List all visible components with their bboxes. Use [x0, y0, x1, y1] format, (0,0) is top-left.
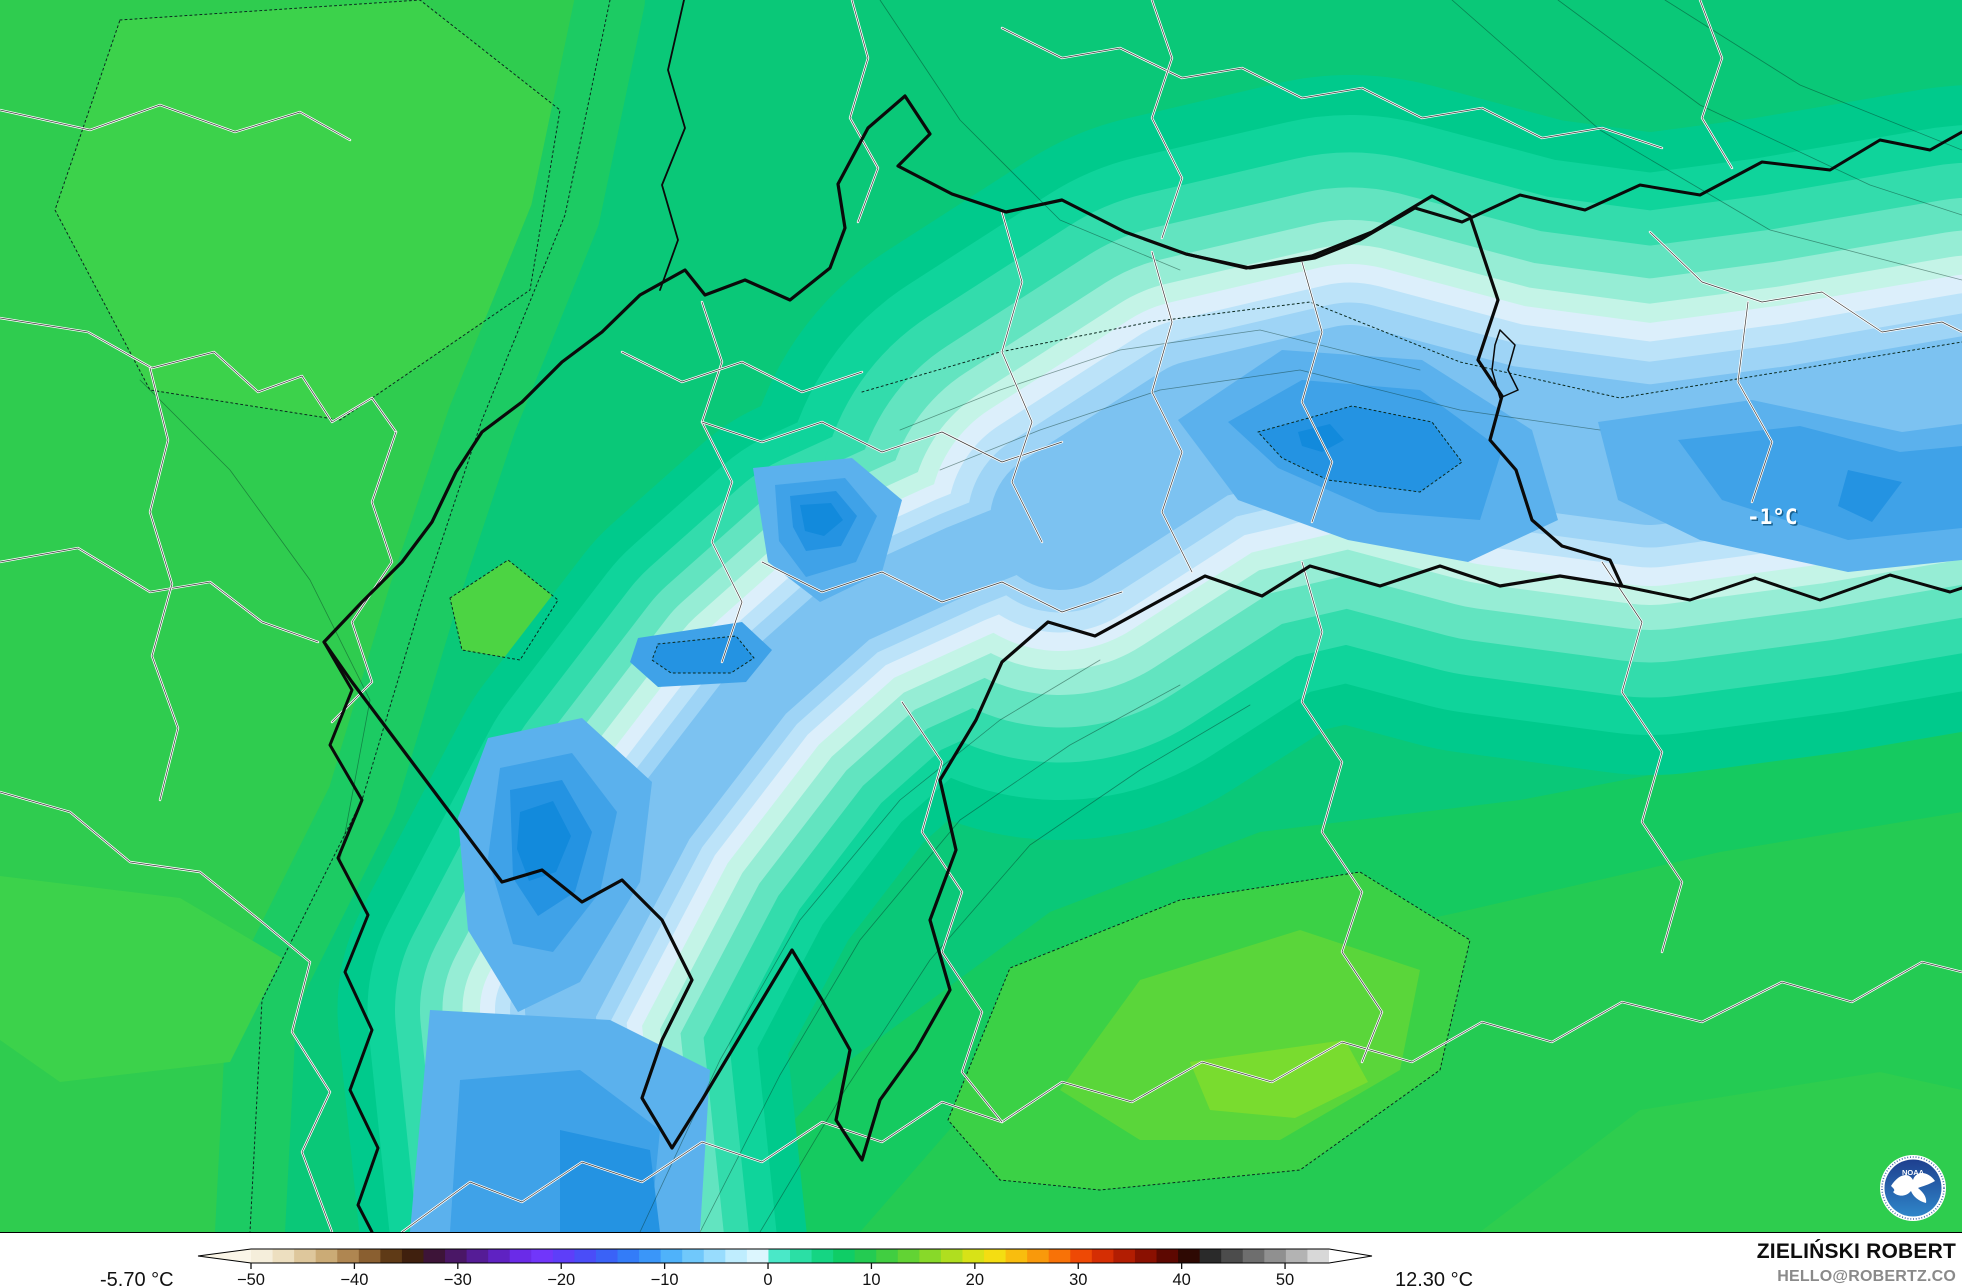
svg-text:−10: −10 — [651, 1271, 679, 1287]
noaa-logo: NOAA — [1880, 1155, 1946, 1221]
max-temperature-label: 12.30 °C — [1395, 1269, 1474, 1287]
author-email: HELLO@ROBERTZ.CO — [1777, 1268, 1956, 1285]
map-canvas: -1°C-1°C — [0, 0, 1962, 1232]
noaa-seagull-icon — [1891, 1172, 1935, 1203]
attribution: ZIELIŃSKI ROBERT HELLO@ROBERTZ.CO — [1757, 1241, 1956, 1285]
svg-text:20: 20 — [966, 1271, 984, 1287]
svg-text:-1°C: -1°C — [1749, 507, 1800, 531]
noaa-logo-text: NOAA — [1902, 1168, 1925, 1177]
svg-text:−20: −20 — [547, 1271, 575, 1287]
svg-text:0: 0 — [763, 1271, 772, 1287]
colorbar-panel: −50 −40 −30 −20 −10 0 10 20 30 40 50 -5.70 °C 12.3… — [0, 1232, 1962, 1287]
svg-text:-1°C: -1°C — [1747, 505, 1798, 529]
svg-text:40: 40 — [1172, 1271, 1190, 1287]
svg-text:30: 30 — [1069, 1271, 1087, 1287]
temperature-contour-map: -1°C -1°C NOAA — [0, 0, 1962, 1232]
svg-text:−40: −40 — [340, 1271, 368, 1287]
svg-text:−30: −30 — [444, 1271, 472, 1287]
svg-text:50: 50 — [1276, 1271, 1294, 1287]
temperature-colorbar: −50 −40 −30 −20 −10 0 10 20 30 40 50 — [197, 1248, 1373, 1287]
min-temperature-label: -5.70 °C — [100, 1269, 174, 1287]
svg-text:10: 10 — [862, 1271, 880, 1287]
svg-text:−50: −50 — [237, 1271, 265, 1287]
noaa-logo-text-ring — [1881, 1156, 1945, 1220]
author-name: ZIELIŃSKI ROBERT — [1756, 1240, 1956, 1263]
